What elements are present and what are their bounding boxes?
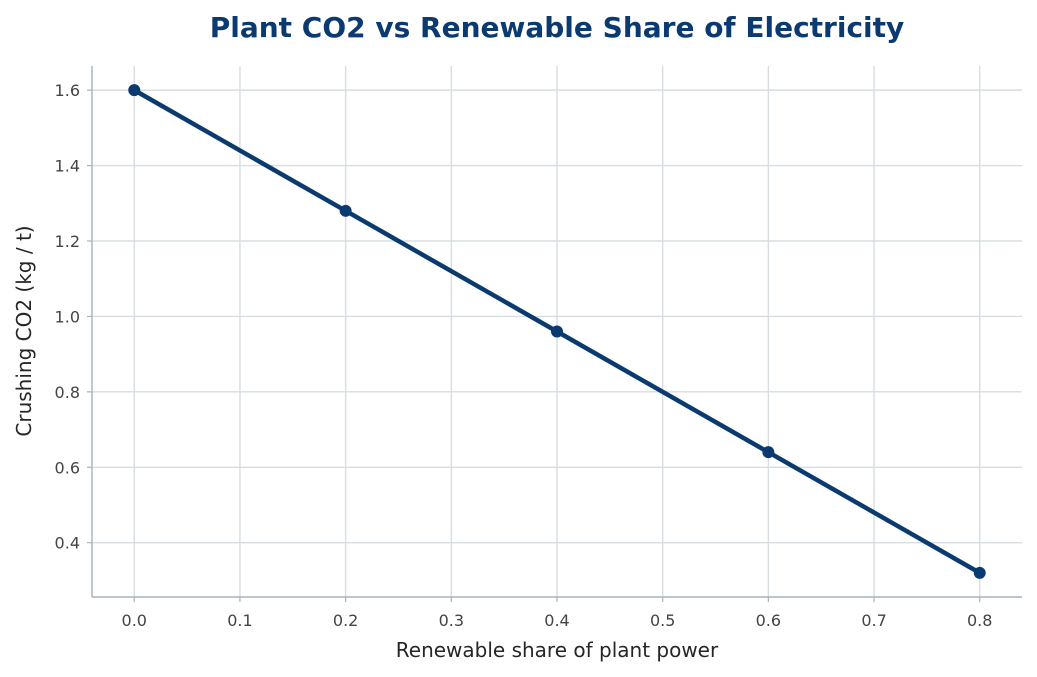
data-point [551,325,563,338]
x-tick-label: 0.0 [122,611,147,630]
series [128,84,986,579]
y-tick-label: 1.0 [55,307,80,326]
x-tick-label: 0.8 [967,611,992,630]
x-tick-label: 0.5 [650,611,675,630]
y-axis-label: Crushing CO2 (kg / t) [12,225,36,436]
y-tick-label: 1.4 [55,157,80,176]
data-point [128,84,141,97]
x-axis-label: Renewable share of plant power [396,638,719,662]
x-tick-label: 0.3 [439,611,464,630]
chart-title: Plant CO2 vs Renewable Share of Electric… [210,11,905,44]
data-point [339,204,352,217]
y-tick-label: 0.8 [55,383,80,402]
x-tick-label: 0.4 [544,611,569,630]
y-tick-label: 1.2 [55,232,80,251]
y-tick-label: 0.6 [55,458,80,477]
x-tick-label: 0.1 [227,611,252,630]
data-point [762,446,775,459]
x-tick-label: 0.2 [333,611,358,630]
x-tick-label: 0.6 [756,611,781,630]
data-point [973,566,986,579]
y-tick-label: 1.6 [55,81,80,100]
x-tick-label: 0.7 [861,611,886,630]
axes: 0.0 0.1 0.2 0.3 0.4 0.5 0.6 0.7 0.8 0.4 0.6 0.8 1.0 1… [55,66,1022,630]
y-tick-label: 0.4 [55,534,80,553]
grid [92,66,1022,597]
